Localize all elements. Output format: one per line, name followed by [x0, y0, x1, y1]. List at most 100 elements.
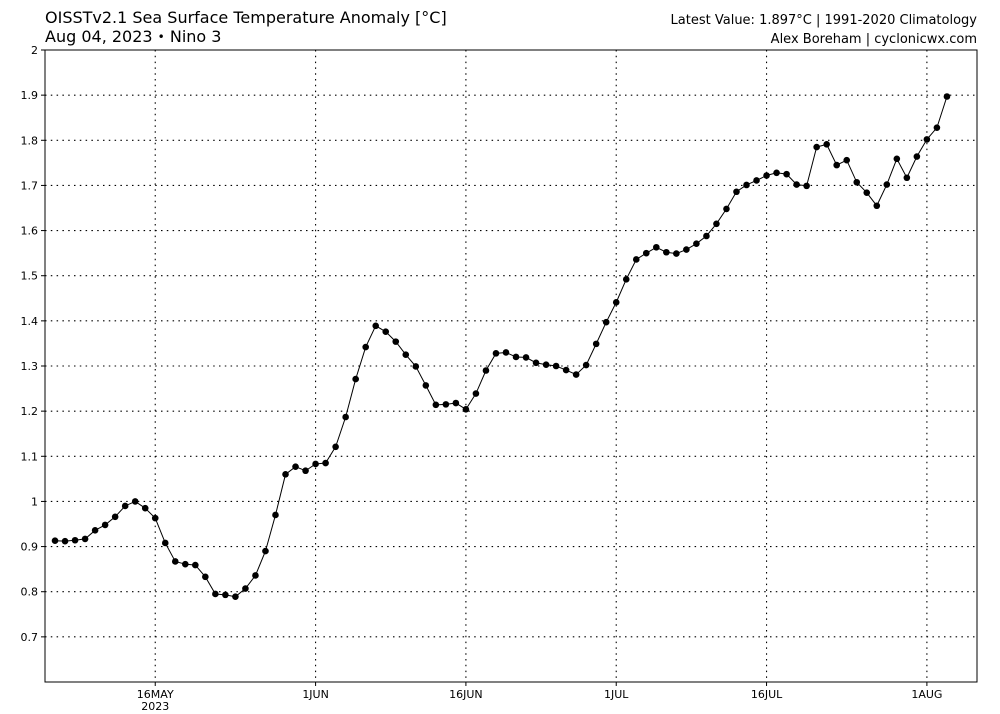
data-point: [322, 459, 329, 467]
data-point: [412, 363, 420, 370]
plot-frame: [44, 49, 978, 683]
data-point: [653, 243, 660, 251]
data-point: [562, 366, 570, 374]
data-point: [903, 174, 911, 182]
data-point: [272, 511, 279, 519]
y-tick-label: 1.7: [21, 179, 39, 192]
data-point: [161, 539, 169, 547]
data-point: [121, 502, 129, 510]
x-tick-label: 1AUG: [911, 688, 942, 701]
data-point: [663, 248, 670, 256]
data-point: [522, 354, 530, 361]
ticks-layer: 0.7 0.8 0.9 1 1.1 1.2 1.3 1.4 1.5 1.6 1.7 1.8 1.9 2 16…: [21, 44, 943, 713]
data-point: [482, 367, 490, 374]
x-tick-label: 1JUN: [302, 688, 329, 701]
data-point: [151, 514, 159, 522]
data-point: [572, 371, 580, 378]
y-tick-label: 1.3: [21, 360, 39, 373]
data-point: [442, 401, 450, 408]
data-point: [612, 299, 620, 306]
data-point: [202, 573, 209, 581]
data-point: [883, 181, 891, 188]
data-point: [602, 318, 610, 326]
data-point: [342, 413, 349, 421]
chart-date: Aug 04, 2023: [45, 27, 153, 46]
data-point: [392, 338, 400, 345]
data-point: [262, 547, 269, 555]
y-tick-label: 1.8: [21, 134, 39, 147]
data-point: [632, 256, 640, 263]
data-point: [683, 246, 690, 253]
data-point: [642, 249, 650, 257]
data-point: [933, 124, 941, 131]
data-point: [252, 572, 259, 579]
data-point: [111, 513, 119, 521]
data-point: [923, 136, 931, 143]
data-point: [242, 585, 249, 592]
y-tick-label: 1.9: [21, 89, 39, 102]
data-point: [753, 177, 760, 184]
data-point: [91, 527, 99, 534]
y-tick-label: 1: [31, 495, 38, 508]
data-point: [733, 188, 740, 196]
data-point: [81, 535, 89, 543]
data-point: [743, 181, 750, 189]
y-tick-label: 0.7: [21, 631, 39, 644]
y-tick-label: 1.4: [21, 315, 39, 328]
data-point: [131, 498, 139, 505]
chart-info-block: Latest Value: 1.897°C | 1991-2020 Climat…: [671, 11, 977, 49]
data-point: [783, 170, 790, 178]
latest-value-text: Latest Value: 1.897°C | 1991-2020 Climat…: [670, 13, 977, 28]
data-point: [592, 340, 600, 348]
data-point: [332, 443, 339, 451]
x-tick-label: 16JUN: [449, 688, 483, 701]
data-point: [492, 350, 500, 357]
data-point: [222, 591, 229, 599]
data-point: [212, 590, 219, 598]
data-point: [833, 161, 840, 169]
y-tick-label: 1.5: [21, 270, 39, 283]
data-point: [302, 467, 309, 475]
chart-region: Nino 3: [169, 27, 222, 46]
data-point: [893, 155, 901, 163]
data-point: [813, 143, 820, 151]
chart-title-block: OISSTv2.1 Sea Surface Temperature Anomal…: [45, 8, 447, 48]
data-point: [843, 156, 851, 164]
data-point: [943, 93, 951, 100]
data-point: [542, 361, 550, 368]
data-point: [552, 362, 560, 370]
data-point: [362, 343, 369, 351]
data-point: [723, 205, 730, 213]
data-point: [382, 328, 390, 335]
data-point: [873, 202, 881, 210]
data-point: [352, 375, 359, 383]
data-point: [71, 536, 79, 544]
y-tick-label: 1.1: [21, 450, 39, 463]
data-point: [182, 560, 189, 568]
data-point: [673, 250, 680, 257]
data-point: [372, 322, 380, 330]
x-tick-label: 16JUL: [751, 688, 783, 701]
data-point: [512, 353, 520, 361]
data-point: [141, 504, 149, 512]
data-point: [292, 463, 299, 470]
chart-subtitle: Aug 04, 2023 • Nino 3: [45, 27, 447, 48]
credit-text: Alex Boreham | cyclonicwx.com: [770, 32, 977, 47]
data-point: [452, 399, 460, 407]
y-tick-label: 1.6: [21, 225, 39, 238]
data-point: [192, 561, 199, 569]
chart-title: OISSTv2.1 Sea Surface Temperature Anomal…: [45, 8, 447, 27]
data-point: [773, 169, 780, 177]
x-tick-label: 16MAY: [137, 688, 174, 701]
data-point: [61, 537, 69, 545]
data-point: [282, 471, 289, 478]
data-point: [532, 359, 540, 367]
x-tick-sublabel: 2023: [141, 700, 169, 713]
data-point: [763, 172, 770, 179]
data-point: [863, 189, 871, 196]
data-point: [693, 240, 700, 247]
series-line: [54, 96, 948, 598]
y-tick-label: 1.2: [21, 405, 39, 418]
data-point: [803, 182, 810, 190]
